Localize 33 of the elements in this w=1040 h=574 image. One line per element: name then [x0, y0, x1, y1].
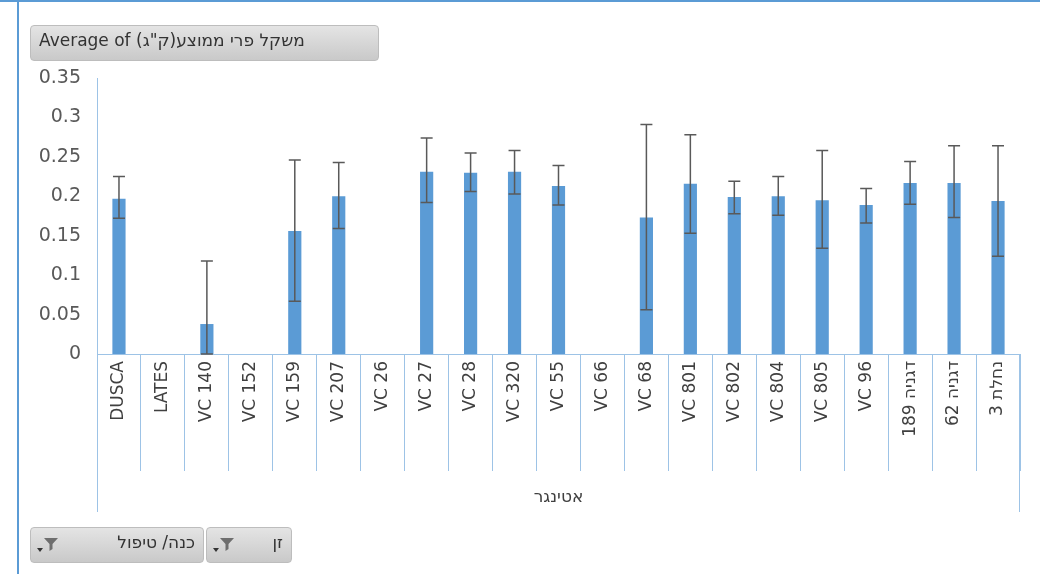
y-tick-label: 0.25	[38, 143, 81, 166]
y-tick-label: 0.15	[38, 222, 81, 245]
x-tick-label: VC 207	[327, 361, 348, 423]
x-tick-label: VC 152	[239, 361, 260, 423]
x-tick-label: VC 802	[722, 361, 743, 423]
y-tick-label: 0	[68, 340, 81, 363]
text: כנה/ טיפול	[117, 532, 195, 552]
text: זן	[272, 532, 283, 552]
chart-title: Average of משקל פרי ממוצע(ק"ג)	[30, 25, 379, 61]
x-tick-label: LATES	[151, 361, 172, 414]
x-tick-label: VC 28	[459, 361, 480, 412]
x-axis-title: אטינגר	[533, 486, 584, 507]
y-tick-label: 0.3	[50, 104, 81, 127]
x-tick-label: VC 66	[590, 361, 611, 412]
y-tick-label: 0.35	[38, 64, 81, 87]
x-tick-label: דגניה 62	[942, 361, 963, 427]
y-tick-label: 0.05	[38, 301, 81, 324]
x-tick-label: VC 804	[766, 361, 787, 423]
y-tick-label: 0.1	[50, 262, 81, 285]
x-tick-label: VC 320	[502, 361, 523, 423]
y-tick-label: 0.2	[50, 183, 81, 206]
x-tick-label: VC 96	[854, 361, 875, 412]
x-tick-label: VC 68	[634, 361, 655, 412]
x-tick-label: VC 140	[195, 361, 216, 423]
x-tick-label: VC 26	[371, 361, 392, 412]
x-tick-label: דגניה 189	[898, 361, 919, 437]
x-tick-label: VC 55	[546, 361, 567, 412]
x-tick-label: VC 805	[810, 361, 831, 423]
x-tick-label: VC 801	[678, 361, 699, 423]
x-tick-label: נחלת 3	[986, 361, 1007, 416]
x-tick-label: DUSCA	[107, 360, 128, 421]
x-tick-label: VC 27	[415, 361, 436, 412]
x-tick-label: VC 159	[283, 361, 304, 423]
